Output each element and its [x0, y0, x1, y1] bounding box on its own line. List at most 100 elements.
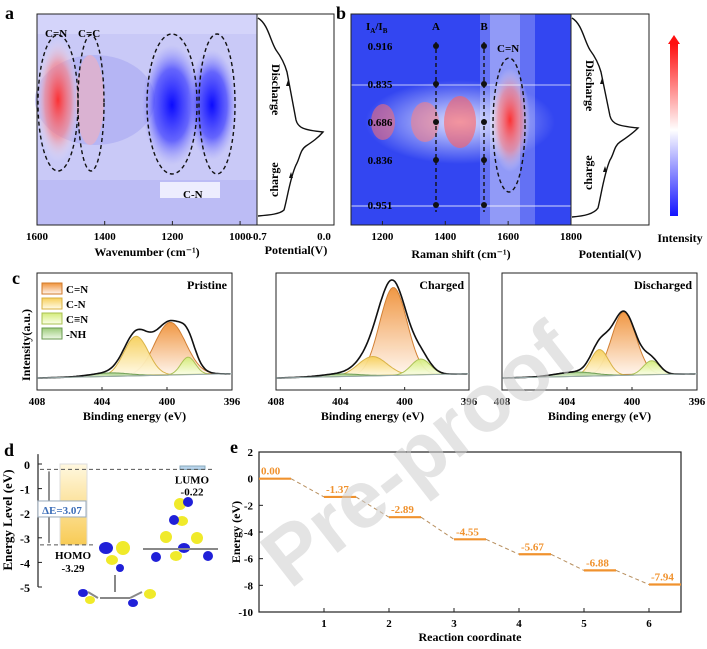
tick-label: -4: [20, 556, 30, 570]
fitted-peak: [101, 335, 173, 377]
tick-label: 400: [624, 396, 641, 408]
heatmap-a-blue-peak: [187, 50, 237, 160]
x-axis-label: Potential(V): [579, 247, 642, 261]
heatmap-a-band: [37, 14, 257, 34]
panel-letter-b: b: [336, 3, 346, 23]
envelope-curve: [276, 279, 468, 379]
baseline: [501, 373, 698, 379]
heatmap-b-red-peak: [444, 96, 476, 148]
legend-swatch: [41, 312, 63, 325]
annotation-ellipse: [77, 34, 105, 172]
legend-swatch: [41, 327, 63, 340]
energy-value-label: -7.94: [651, 572, 674, 584]
colorbar-gradient: [670, 44, 678, 216]
connector-line: [485, 538, 520, 555]
tick-label: -2: [244, 500, 254, 512]
data-point-a: [433, 43, 439, 49]
legend-swatch: [41, 282, 63, 295]
tick-label: 404: [559, 396, 576, 408]
potential-panel-b: Discharge charge Potential(V): [570, 13, 650, 261]
data-point-a: [433, 81, 439, 87]
charge-label: charge: [267, 162, 281, 197]
panel-a: a C=N C=C C-N 1600 1400 1200 1000 Wavenumbe…: [5, 3, 335, 259]
heatmap-b-line: [351, 84, 571, 86]
lumo-value: -0.22: [181, 486, 204, 498]
lumo-bar: [179, 465, 206, 470]
panel-letter-d: d: [4, 440, 14, 460]
legend-swatch: [41, 297, 63, 310]
subplot-title: Pristine: [187, 278, 228, 292]
xps-subplot: 408 404 400 396 Binding energy (eV) Pristine: [29, 272, 241, 423]
panel-d: d Energy Level (eV) 0 -1 -2 -3 -4 -5 ΔE=3.07 HO…: [0, 440, 218, 607]
tick-label: 404: [94, 396, 111, 408]
heatmap-b-red-peak: [371, 104, 395, 140]
ratio-label: 0.951: [368, 200, 393, 212]
tick-label: 400: [396, 396, 413, 408]
xps-subplot: 408 404 400 396 Binding energy (eV) Charged: [268, 272, 478, 423]
tick-label: -0.7: [249, 231, 267, 243]
data-point-a: [433, 202, 439, 208]
tick-label: 396: [689, 396, 706, 408]
heatmap-a-band: [37, 180, 257, 225]
ratio-label: 0.916: [368, 41, 393, 53]
subplot-title: Charged: [419, 278, 464, 292]
tick-label: -10: [238, 607, 253, 619]
discharge-label: Discharge: [269, 64, 283, 116]
y-axis-label: Energy (eV): [229, 501, 243, 563]
heatmap-b-x-axis: 1200 1400 1600 1800: [371, 221, 583, 243]
legend: C=N C-N C≡N -NH: [41, 282, 88, 341]
arrow-icon: [286, 80, 290, 86]
data-point-b: [481, 81, 487, 87]
energy-value-label: -6.88: [586, 557, 609, 569]
homo-orbital-illustration: [78, 541, 156, 607]
tick-label: -5: [20, 581, 30, 595]
baseline: [275, 373, 470, 379]
lumo-label: LUMO: [175, 474, 210, 486]
tick-label: -4: [244, 527, 254, 539]
panel-c: c Intensity(a.u.) 408 404 400 396 Binding en…: [12, 268, 706, 423]
data-point-b: [481, 202, 487, 208]
legend-label: C=N: [66, 284, 88, 296]
tick-label: 1200: [161, 231, 184, 243]
reaction-energy-chart: 2 0 -2 -4 -6 -8 -10 1 2 3 4 5 6 0.00 -1.37 -2.89 -4.55 -5…: [238, 447, 682, 630]
colorbar-label: Intensity: [657, 231, 702, 245]
arrow-icon: [289, 172, 293, 178]
x-axis-label: Binding energy (eV): [83, 409, 186, 423]
potential-curve: [257, 17, 325, 217]
band-label-a: A: [432, 21, 440, 33]
tick-label: -2: [20, 507, 30, 521]
heatmap-a: C=N C=C C-N: [35, 13, 258, 226]
ratio-points: 0.916 0.835 0.686 0.836 0.951: [368, 41, 487, 212]
tick-label: 400: [159, 396, 176, 408]
tick-label: -6: [244, 554, 254, 566]
data-point-b: [481, 119, 487, 125]
tick-label: 2: [248, 447, 254, 459]
tick-label: 1: [321, 618, 327, 630]
tick-label: 404: [332, 396, 349, 408]
potential-panel-a: Discharge charge -0.7 0.0 Potential(V): [249, 13, 335, 257]
gap-label: ΔE=3.07: [42, 505, 82, 517]
subplot-title: Discharged: [634, 278, 692, 292]
homo-label: HOMO: [55, 550, 91, 562]
energy-value-label: -5.67: [521, 541, 544, 553]
discharge-label: Discharge: [583, 60, 597, 112]
data-point-a: [433, 157, 439, 163]
panel-letter-c: c: [12, 268, 20, 288]
x-axis-label: Reaction coordinate: [419, 630, 523, 644]
tick-label: 1800: [560, 231, 583, 243]
xps-subplot: 408 404 400 396 Binding energy (eV) Discharge…: [494, 272, 706, 423]
baseline: [36, 373, 233, 379]
connector-line: [550, 553, 585, 571]
connector-line: [290, 478, 325, 498]
heatmap-b-red-peak: [490, 68, 530, 172]
tick-label: 1600: [26, 231, 49, 243]
band-label-b: B: [480, 21, 488, 33]
homo-value: -3.29: [62, 563, 85, 575]
data-point-b: [481, 43, 487, 49]
annotation-ellipse: [146, 33, 198, 175]
legend-label: C-N: [66, 299, 86, 311]
tick-label: 408: [29, 396, 46, 408]
